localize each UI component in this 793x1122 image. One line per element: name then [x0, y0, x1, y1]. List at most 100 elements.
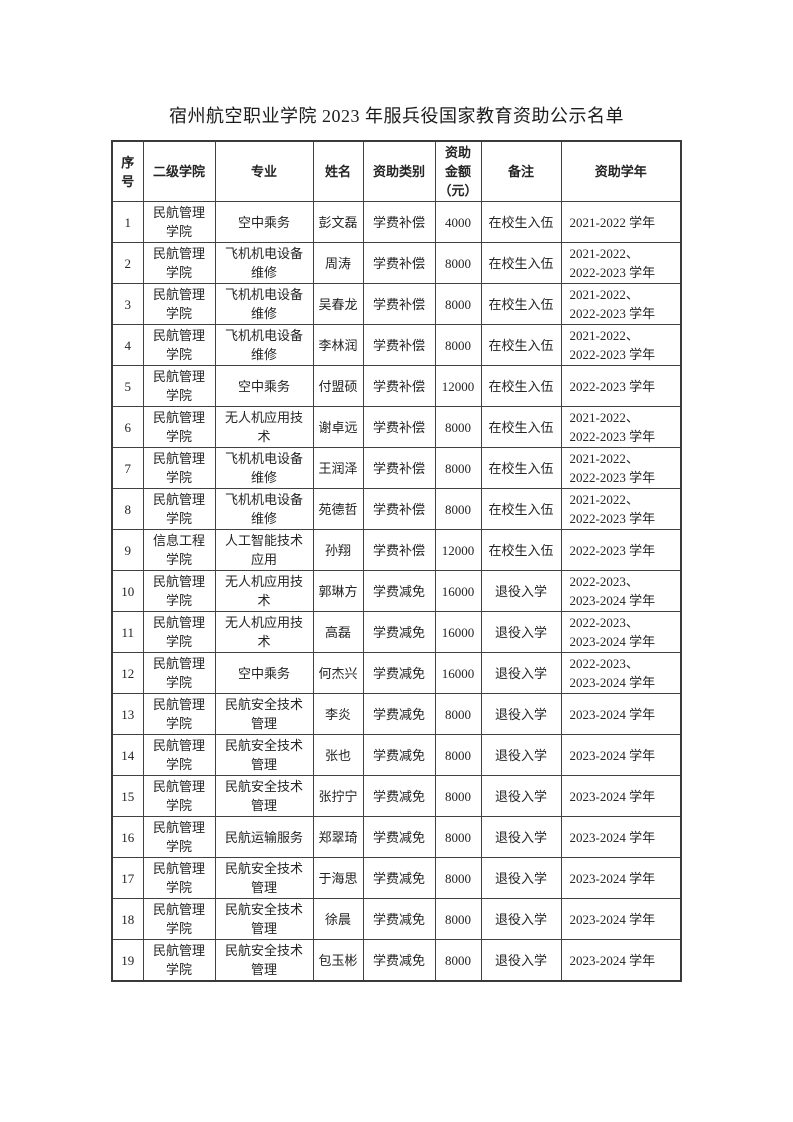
table-row: 6 民航管理 学院 无人机应用技 术谢卓远 学费补偿 8000 在校生入伍 2021-202…	[111, 406, 682, 448]
table-cell: 民航管理 学院	[142, 447, 216, 489]
table-cell: 郭琳方	[312, 570, 364, 612]
table-body: 1 民航管理 学院 空中乘务 彭文磊 学费补偿 4000 在校生入伍 2021-2022 学年…	[111, 201, 682, 982]
table-row: 7 民航管理 学院 飞机机电设备 维修 王润泽 学费补偿 8000 在校生入伍 2021-20…	[111, 447, 682, 489]
table-cell: 2021-2022、 2022-2023 学年	[560, 242, 682, 284]
header-row: 序 号二级学院 专业 姓名 资助类别 资助 金额 （元） 备注 资助学年	[111, 140, 682, 202]
table-cell: 民航管理 学院	[142, 693, 216, 735]
table-cell: 10	[111, 570, 144, 612]
table-cell: 2023-2024 学年	[560, 775, 682, 817]
column-header: 序 号	[111, 140, 144, 202]
table-cell: 8000	[434, 857, 482, 899]
table-cell: 2022-2023 学年	[560, 529, 682, 571]
table-cell: 13	[111, 693, 144, 735]
table-cell: 在校生入伍	[480, 283, 562, 325]
table-cell: 学费减免	[362, 816, 436, 858]
table-cell: 民航安全技术 管理	[214, 693, 314, 735]
table-cell: 张拧宁	[312, 775, 364, 817]
table-cell: 14	[111, 734, 144, 776]
table-cell: 学费补偿	[362, 201, 436, 243]
page-title: 宿州航空职业学院 2023 年服兵役国家教育资助公示名单	[169, 106, 624, 126]
table-cell: 2021-2022、 2022-2023 学年	[560, 488, 682, 530]
table-row: 12 民航管理 学院 空中乘务 何杰兴 学费减免 16000 退役入学 2022-2023、 …	[111, 652, 682, 694]
table-cell: 在校生入伍	[480, 406, 562, 448]
table-cell: 空中乘务	[214, 201, 314, 243]
table-cell: 退役入学	[480, 898, 562, 940]
table-cell: 王润泽	[312, 447, 364, 489]
table-cell: 学费减免	[362, 857, 436, 899]
table-cell: 在校生入伍	[480, 201, 562, 243]
table-cell: 2023-2024 学年	[560, 857, 682, 899]
table-cell: 高磊	[312, 611, 364, 653]
table-cell: 16000	[434, 652, 482, 694]
table-row: 13 民航管理 学院 民航安全技术 管理 李炎 学费减免 8000 退役入学 2023-202…	[111, 693, 682, 735]
table-cell: 周涛	[312, 242, 364, 284]
table-cell: 5	[111, 365, 144, 407]
table-cell: 8000	[434, 816, 482, 858]
table-row: 9 信息工程 学院 人工智能技术 应用 孙翔 学费补偿 12000 在校生入伍 2022-20…	[111, 529, 682, 571]
table-cell: 退役入学	[480, 611, 562, 653]
table-cell: 16000	[434, 570, 482, 612]
column-header: 资助学年	[560, 140, 682, 202]
table-cell: 8	[111, 488, 144, 530]
table-cell: 2023-2024 学年	[560, 898, 682, 940]
table-cell: 徐晨	[312, 898, 364, 940]
table-cell: 8000	[434, 406, 482, 448]
table-cell: 民航管理 学院	[142, 611, 216, 653]
column-header: 姓名	[312, 140, 364, 202]
table-cell: 包玉彬	[312, 939, 364, 982]
table-cell: 2022-2023、 2023-2024 学年	[560, 652, 682, 694]
table-cell: 学费补偿	[362, 529, 436, 571]
table-cell: 飞机机电设备 维修	[214, 488, 314, 530]
table-cell: 无人机应用技 术	[214, 406, 314, 448]
table-cell: 退役入学	[480, 775, 562, 817]
table-row: 14 民航管理 学院 民航安全技术 管理 张也 学费减免 8000 退役入学 2023-202…	[111, 734, 682, 776]
table-cell: 学费补偿	[362, 324, 436, 366]
table-cell: 学费补偿	[362, 406, 436, 448]
table-cell: 退役入学	[480, 857, 562, 899]
table-cell: 17	[111, 857, 144, 899]
table-cell: 郑翠琦	[312, 816, 364, 858]
table-cell: 于海思	[312, 857, 364, 899]
subsidy-table: 序 号二级学院 专业 姓名 资助类别 资助 金额 （元） 备注 资助学年 1 民航管理 学院空…	[111, 140, 682, 982]
table-cell: 8000	[434, 283, 482, 325]
table-cell: 空中乘务	[214, 652, 314, 694]
table-cell: 退役入学	[480, 652, 562, 694]
table-cell: 民航管理 学院	[142, 898, 216, 940]
table-cell: 退役入学	[480, 693, 562, 735]
table-cell: 民航管理 学院	[142, 734, 216, 776]
table-cell: 8000	[434, 324, 482, 366]
table-cell: 2021-2022、 2022-2023 学年	[560, 283, 682, 325]
table-cell: 学费减免	[362, 652, 436, 694]
table-header: 序 号二级学院 专业 姓名 资助类别 资助 金额 （元） 备注 资助学年	[111, 140, 682, 202]
table-row: 16 民航管理 学院 民航运输服务 郑翠琦 学费减免 8000 退役入学 2023-2024 …	[111, 816, 682, 858]
table-cell: 民航管理 学院	[142, 406, 216, 448]
table-cell: 2021-2022、 2022-2023 学年	[560, 406, 682, 448]
table-row: 4 民航管理 学院 飞机机电设备 维修 李林润 学费补偿 8000 在校生入伍 2021-20…	[111, 324, 682, 366]
table-cell: 7	[111, 447, 144, 489]
table-cell: 民航管理 学院	[142, 283, 216, 325]
table-cell: 民航管理 学院	[142, 201, 216, 243]
table-cell: 民航管理 学院	[142, 324, 216, 366]
table-cell: 12	[111, 652, 144, 694]
table-row: 11 民航管理 学院 无人机应用技 术高磊 学费减免 16000 退役入学 2022-202…	[111, 611, 682, 653]
table-cell: 学费减免	[362, 734, 436, 776]
table-cell: 民航管理 学院	[142, 365, 216, 407]
table-cell: 4	[111, 324, 144, 366]
table-cell: 人工智能技术 应用	[214, 529, 314, 571]
table-cell: 16000	[434, 611, 482, 653]
table-cell: 学费补偿	[362, 242, 436, 284]
table-cell: 民航安全技术 管理	[214, 775, 314, 817]
table-cell: 2022-2023、 2023-2024 学年	[560, 570, 682, 612]
table-cell: 在校生入伍	[480, 447, 562, 489]
table-row: 2 民航管理 学院 飞机机电设备 维修 周涛 学费补偿 8000 在校生入伍 2021-202…	[111, 242, 682, 284]
table-cell: 8000	[434, 898, 482, 940]
table-cell: 8000	[434, 775, 482, 817]
table-row: 17 民航管理 学院 民航安全技术 管理 于海思 学费减免 8000 退役入学 2023-20…	[111, 857, 682, 899]
table-cell: 2023-2024 学年	[560, 734, 682, 776]
table-cell: 飞机机电设备 维修	[214, 283, 314, 325]
table-cell: 民航管理 学院	[142, 816, 216, 858]
table-cell: 民航管理 学院	[142, 939, 216, 982]
table-cell: 学费减免	[362, 898, 436, 940]
table-row: 18 民航管理 学院 民航安全技术 管理 徐晨 学费减免 8000 退役入学 2023-202…	[111, 898, 682, 940]
table-cell: 学费补偿	[362, 283, 436, 325]
